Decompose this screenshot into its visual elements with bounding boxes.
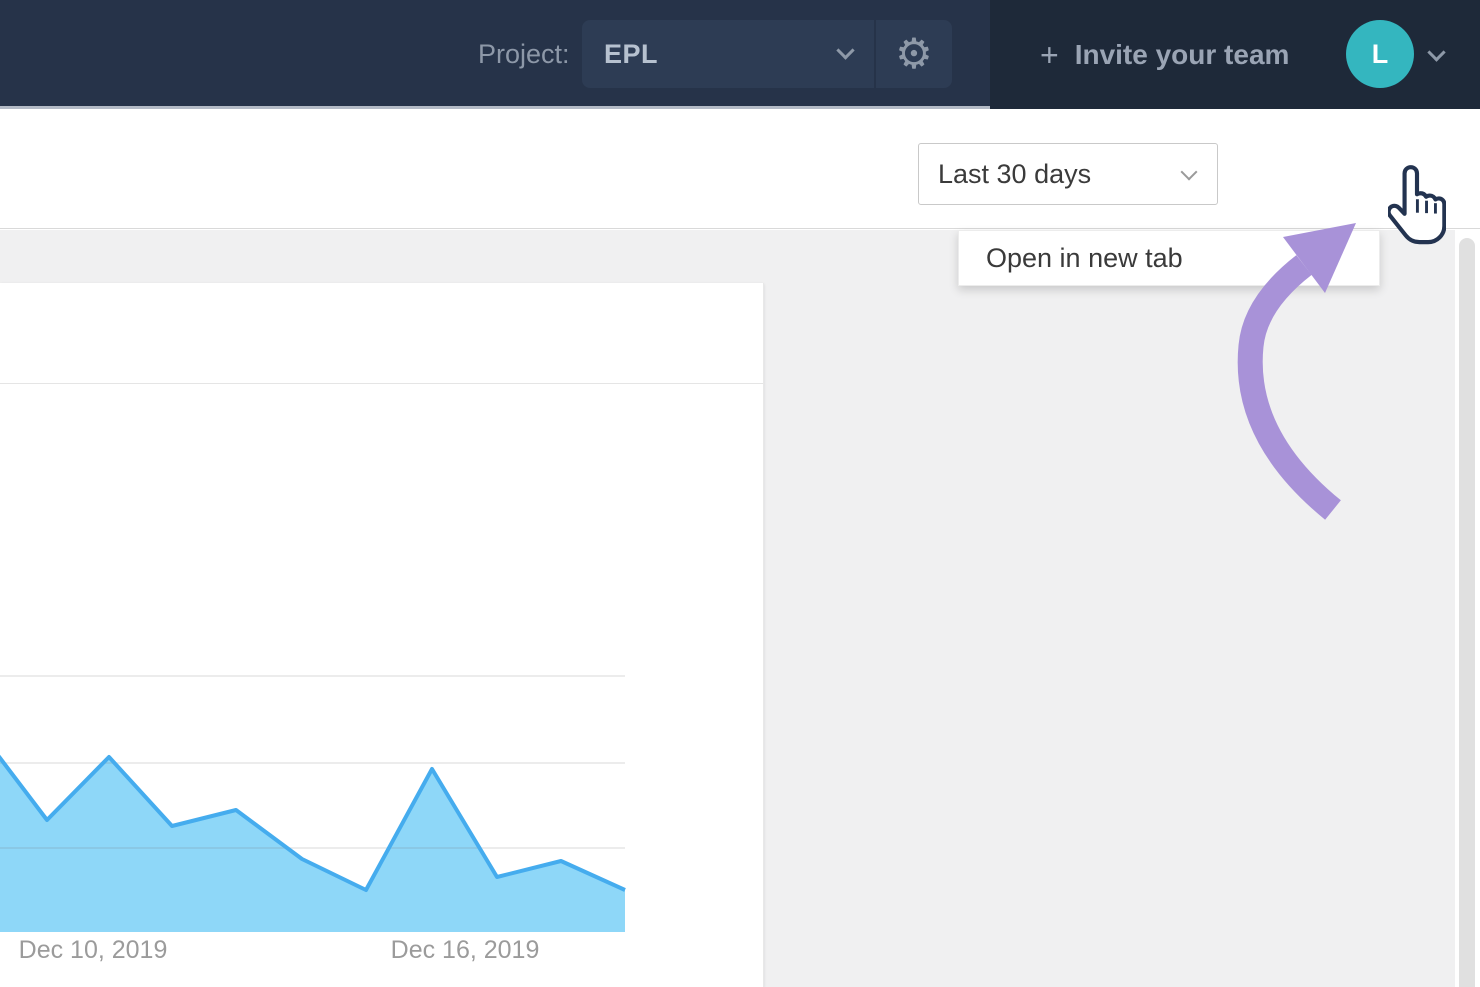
avatar[interactable]: L [1346,20,1414,88]
traffic-chart [0,675,626,932]
project-settings-button[interactable]: ⚙ [876,20,952,88]
x-axis: Dec 10, 2019 Dec 16, 2019 [0,936,764,968]
open-in-new-tab-item[interactable]: Open in new tab [986,243,1183,273]
scrollbar[interactable] [1455,230,1480,987]
x-axis-label: Dec 10, 2019 [18,936,168,964]
chart-card: Dec 10, 2019 Dec 16, 2019 [0,283,764,987]
card-divider [0,383,763,384]
report-toolbar: Last 30 days [0,112,1480,311]
content-area: Dec 10, 2019 Dec 16, 2019 Open in new tab [0,230,1480,987]
chevron-down-icon [1180,163,1198,181]
gear-icon: ⚙ [895,30,933,77]
scrollbar-thumb[interactable] [1459,238,1475,987]
date-range-value: Last 30 days [938,158,1092,189]
avatar-initial: L [1371,38,1389,69]
project-select[interactable]: EPL [582,20,874,88]
share-menu: Open in new tab [958,230,1380,286]
project-label: Project: [478,39,570,69]
date-range-select[interactable]: Last 30 days [918,143,1218,205]
x-axis-label: Dec 16, 2019 [390,936,540,964]
top-nav: Project: EPL ⚙ + Invite your team L [0,0,1480,109]
invite-team-button[interactable]: + Invite your team [1040,0,1289,109]
chevron-down-icon [836,41,855,60]
invite-team-label: Invite your team [1074,38,1290,70]
plus-icon: + [1040,36,1059,73]
project-select-value: EPL [604,38,659,69]
